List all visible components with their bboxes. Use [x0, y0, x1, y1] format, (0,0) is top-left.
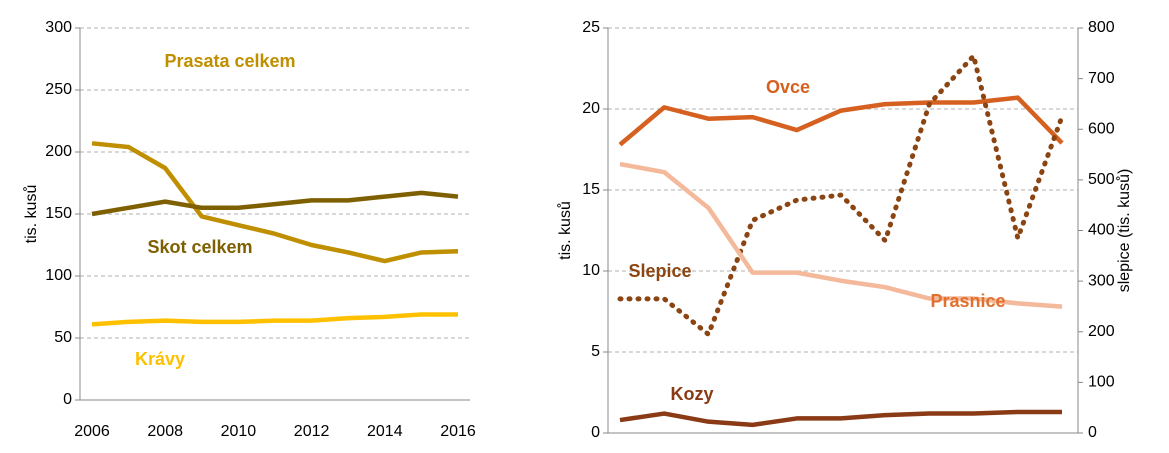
y2-tick-label: 600 — [1088, 120, 1115, 137]
y-tick-label: 15 — [582, 181, 600, 198]
y2-tick-label: 800 — [1088, 19, 1115, 36]
series-line — [617, 53, 1065, 337]
y-tick-label: 300 — [45, 19, 72, 36]
x-tick-label: 2006 — [74, 423, 110, 440]
x-tick-label: 2016 — [440, 423, 476, 440]
y-tick-label: 10 — [582, 262, 600, 279]
x-tick-label: 2010 — [221, 423, 257, 440]
y-axis-title: tis. kusů — [556, 201, 574, 260]
y-tick-label: 25 — [582, 19, 600, 36]
series-line — [619, 409, 1062, 428]
series-line — [619, 161, 1063, 309]
y2-tick-label: 700 — [1088, 70, 1115, 87]
y-tick-label: 50 — [54, 329, 72, 346]
y-tick-label: 250 — [45, 81, 72, 98]
y-tick-label: 100 — [45, 267, 72, 284]
series-label: Skot celkem — [147, 237, 252, 257]
series-line — [618, 95, 1064, 147]
y2-tick-label: 500 — [1088, 171, 1115, 188]
x-tick-label: 2014 — [367, 423, 403, 440]
x-tick-label: 2012 — [294, 423, 330, 440]
series-label: Prasata celkem — [164, 51, 295, 71]
y-tick-label: 0 — [63, 391, 72, 408]
y2-tick-label: 300 — [1088, 272, 1115, 289]
y-tick-label: 0 — [591, 424, 600, 441]
x-tick-label: 2008 — [147, 423, 183, 440]
y-tick-label: 5 — [591, 343, 600, 360]
y2-tick-label: 200 — [1088, 323, 1115, 340]
series-label: Slepice — [628, 261, 691, 281]
y-tick-label: 20 — [582, 100, 600, 117]
y2-tick-label: 100 — [1088, 374, 1115, 391]
y-tick-label: 150 — [45, 205, 72, 222]
series-label: Krávy — [135, 349, 185, 369]
series-label: Ovce — [766, 77, 810, 97]
series-label: Prasnice — [930, 291, 1005, 311]
series-line — [91, 141, 459, 264]
y-tick-label: 200 — [45, 143, 72, 160]
series-label: Kozy — [670, 384, 713, 404]
series-line — [91, 190, 459, 217]
y2-tick-label: 400 — [1088, 222, 1115, 239]
series-line — [91, 312, 458, 327]
y-axis-title: tis. kusů — [22, 185, 40, 244]
y2-axis-title: slepice (tis. kusů) — [1115, 169, 1133, 293]
y2-tick-label: 0 — [1088, 424, 1097, 441]
